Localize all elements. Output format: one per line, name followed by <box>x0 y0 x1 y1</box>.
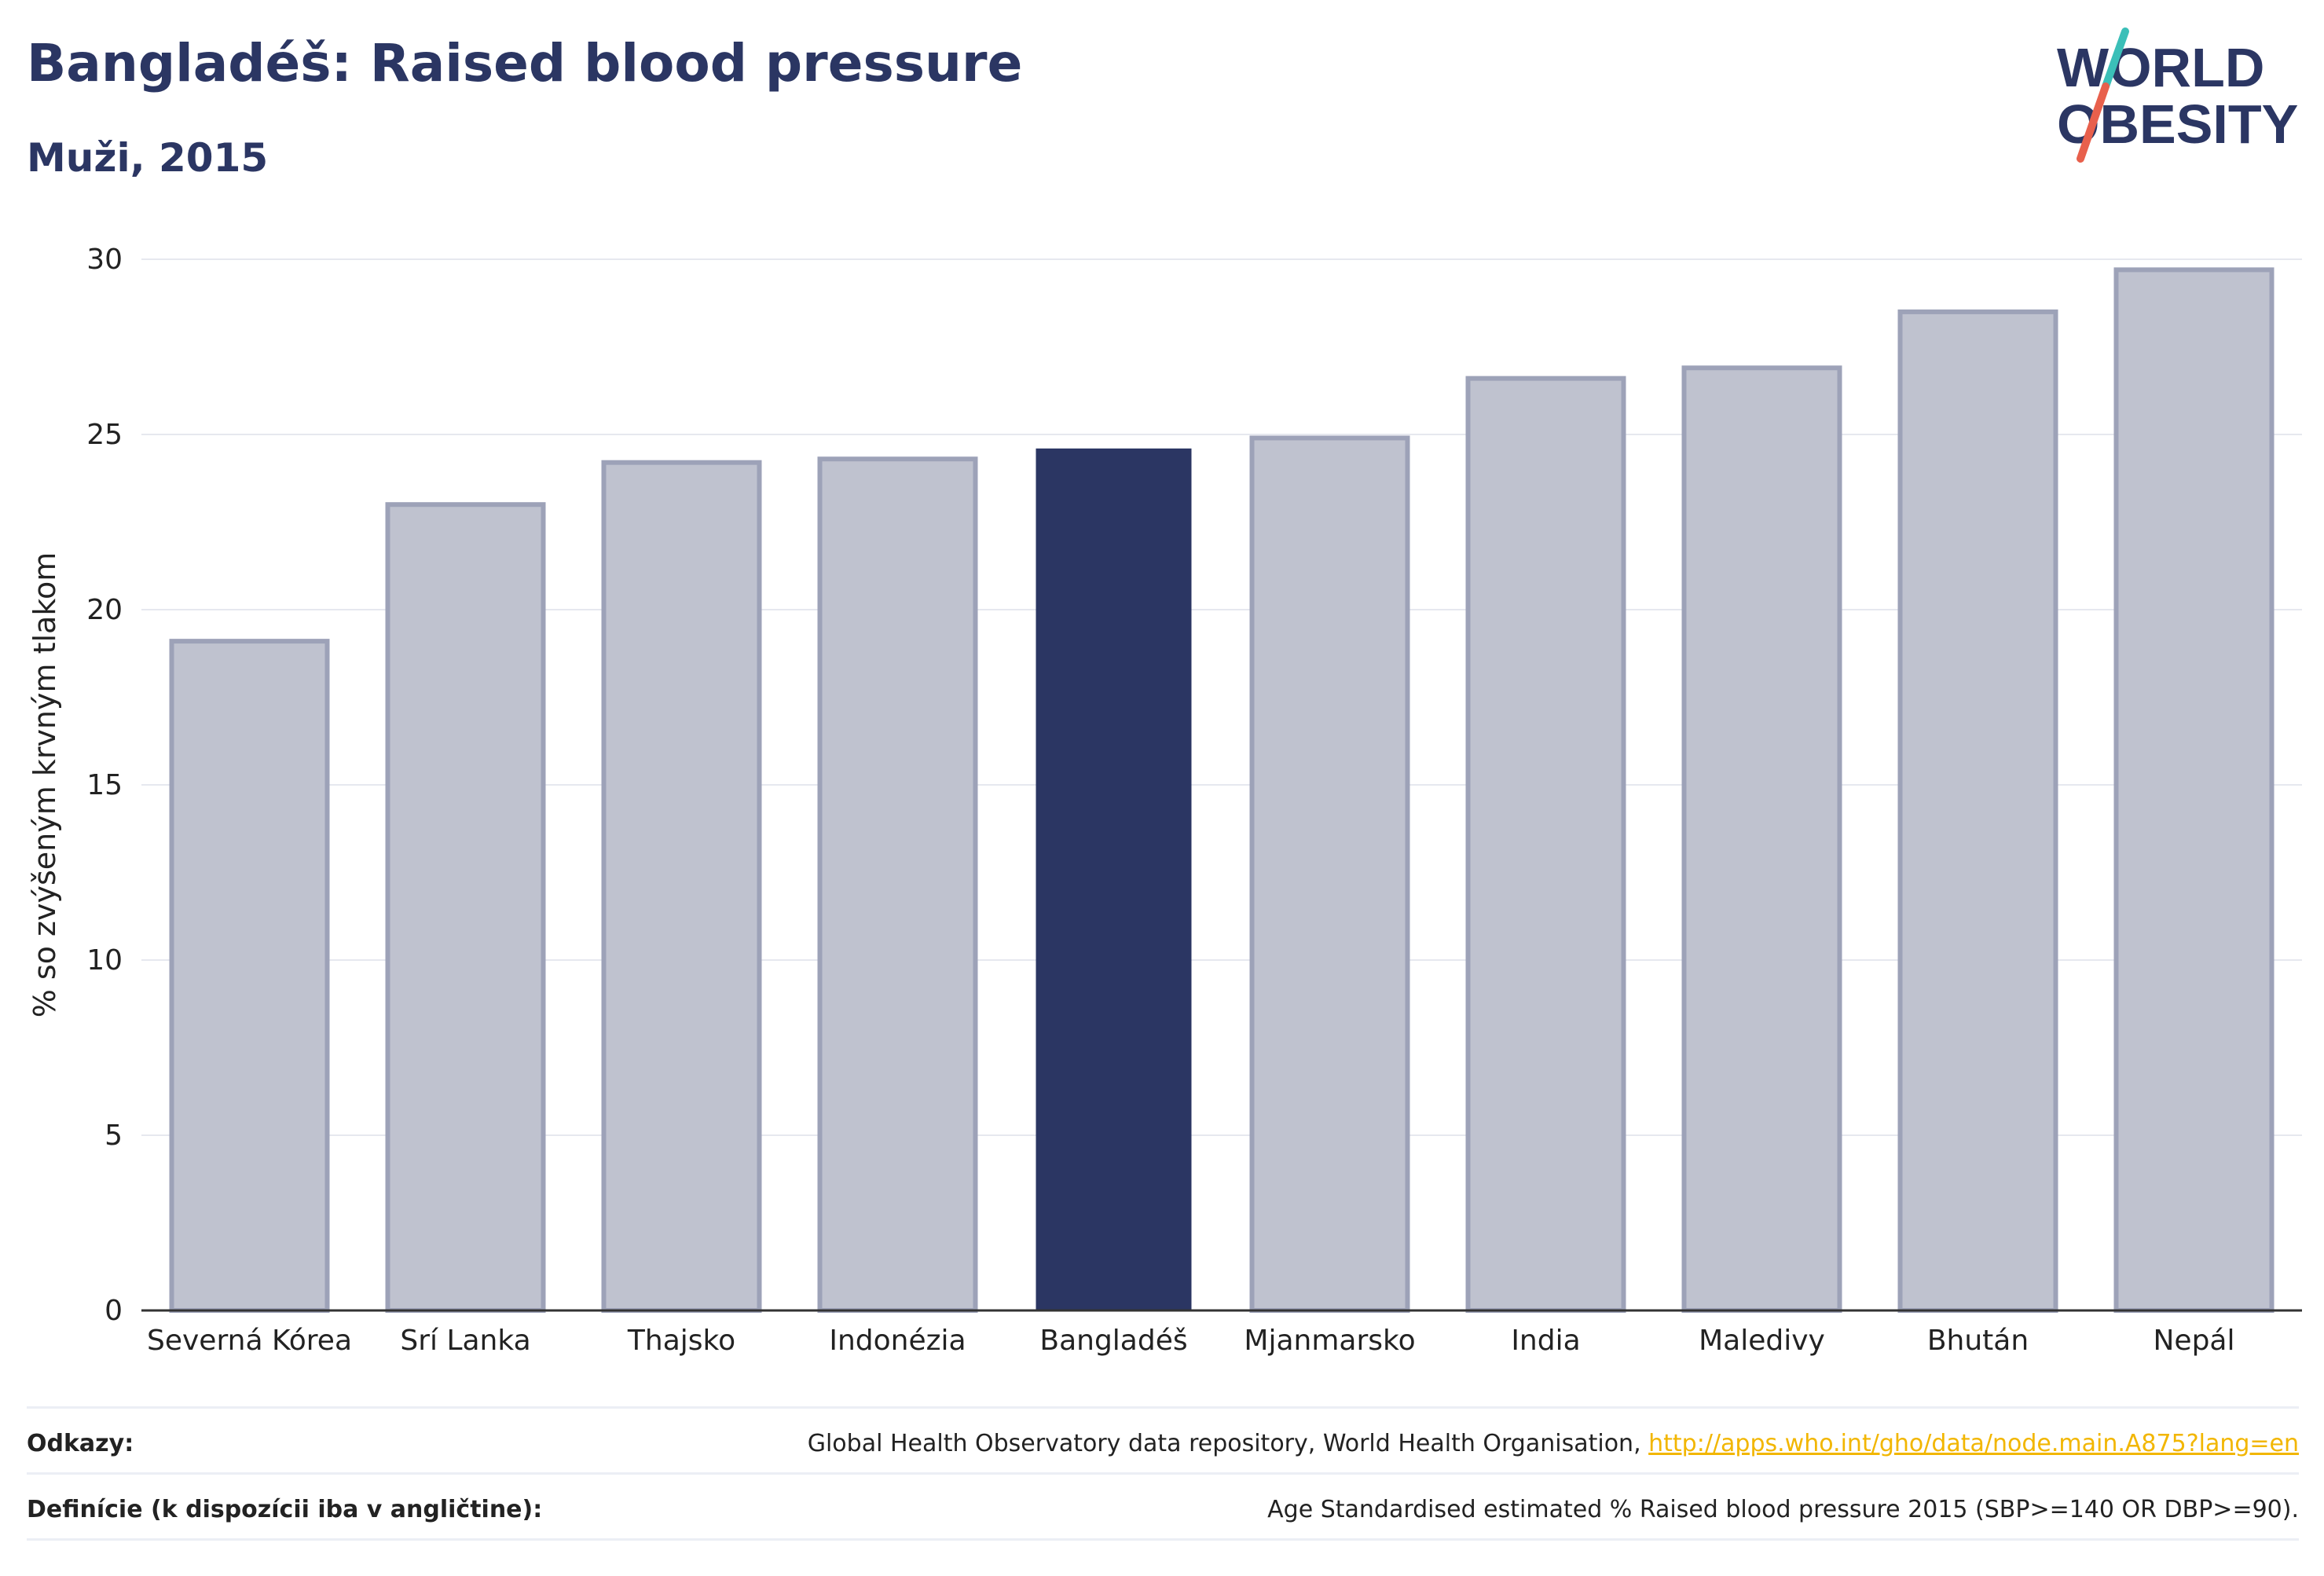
y-tick-label: 10 <box>86 944 123 977</box>
bar-severná-kórea <box>169 639 330 1313</box>
x-tick-label: Thajsko <box>627 1325 735 1357</box>
x-tick-label: Mjanmarsko <box>1244 1325 1415 1357</box>
footer-divider-middle <box>27 1472 2299 1475</box>
bar-nepál <box>2113 267 2275 1313</box>
world-obesity-logo: WORLD OBESITY <box>2057 27 2298 163</box>
y-tick-label: 20 <box>86 594 123 626</box>
bar-indonézia <box>817 456 978 1313</box>
x-tick-label: India <box>1511 1325 1580 1357</box>
x-tick-label: Bhután <box>1927 1325 2029 1357</box>
y-tick-label: 15 <box>86 769 123 801</box>
y-tick-label: 25 <box>86 419 123 451</box>
sources-link[interactable]: http://apps.who.int/gho/data/node.main.A… <box>1648 1429 2299 1457</box>
x-tick-label: Nepál <box>2154 1325 2235 1357</box>
sources-text: Global Health Observatory data repositor… <box>807 1429 1649 1457</box>
x-tick-label: Maledivy <box>1699 1325 1825 1357</box>
sources-row: Odkazy: Global Health Observatory data r… <box>27 1411 2299 1475</box>
bar-srí-lanka <box>385 502 546 1314</box>
bar-india <box>1465 376 1626 1313</box>
bar-bangladéš <box>1036 448 1192 1310</box>
definitions-text: Age Standardised estimated % Raised bloo… <box>1267 1495 2299 1523</box>
bar-thajsko <box>601 460 762 1313</box>
page-title: Bangladéš: Raised blood pressure <box>27 33 1023 93</box>
sources-value: Global Health Observatory data repositor… <box>808 1430 2299 1457</box>
y-tick-label: 30 <box>86 244 123 276</box>
x-tick-label: Srí Lanka <box>400 1325 530 1357</box>
definitions-label: Definície (k dispozícii iba v angličtine… <box>27 1495 543 1523</box>
x-tick-label: Severná Kórea <box>147 1325 352 1357</box>
x-tick-label: Bangladéš <box>1039 1325 1187 1357</box>
logo-slash-bottom <box>2077 82 2110 163</box>
page-subtitle: Muži, 2015 <box>27 135 269 181</box>
bar-chart: 0 5 10 15 20 25 30 Severná Kórea Srí Lanka Thajsk… <box>27 244 2302 1357</box>
bar-maledivy <box>1681 365 1842 1313</box>
logo-word-world: WORLD <box>2057 37 2264 98</box>
bar-bhután <box>1897 309 2058 1313</box>
bar-mjanmarsko <box>1249 435 1410 1314</box>
sources-label: Odkazy: <box>27 1429 134 1457</box>
logo-slash-top <box>2102 27 2129 90</box>
y-tick-label: 5 <box>104 1120 123 1152</box>
definitions-row: Definície (k dispozícii iba v angličtine… <box>27 1477 2299 1541</box>
x-tick-label: Indonézia <box>829 1325 966 1357</box>
footer-divider-top <box>27 1406 2299 1409</box>
y-axis-title: % so zvýšeným krvným tlakom <box>27 552 62 1018</box>
footer-divider-bottom <box>27 1538 2299 1541</box>
y-tick-label: 0 <box>104 1295 123 1327</box>
axes: 0 5 10 15 20 25 30 Severná Kórea Srí Lanka Thajsk… <box>86 244 2302 1357</box>
bars <box>169 267 2275 1314</box>
